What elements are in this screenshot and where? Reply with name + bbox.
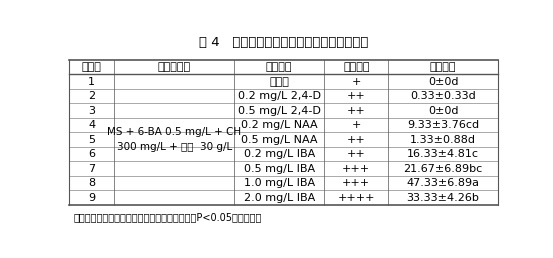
Text: 47.33±6.89a: 47.33±6.89a — [406, 178, 479, 188]
Text: ++: ++ — [347, 149, 366, 159]
Text: 7: 7 — [88, 164, 95, 174]
Text: 0.33±0.33d: 0.33±0.33d — [410, 91, 476, 101]
Text: 表 4   不同生长素类物质对细胞团膨大的影响: 表 4 不同生长素类物质对细胞团膨大的影响 — [199, 36, 368, 49]
Text: 5: 5 — [88, 134, 95, 144]
Text: 0.2 mg/L NAA: 0.2 mg/L NAA — [241, 120, 317, 130]
Text: 生长素类: 生长素类 — [266, 62, 293, 72]
Text: 9.33±3.76cd: 9.33±3.76cd — [407, 120, 479, 130]
Text: 0.5 mg/L IBA: 0.5 mg/L IBA — [243, 164, 315, 174]
Text: 21.67±6.89bc: 21.67±6.89bc — [404, 164, 483, 174]
Text: 0±0d: 0±0d — [428, 106, 458, 116]
Text: 16.33±4.81c: 16.33±4.81c — [407, 149, 479, 159]
Text: 2: 2 — [88, 91, 95, 101]
Text: 33.33±4.26b: 33.33±4.26b — [406, 192, 479, 203]
Text: 1: 1 — [88, 77, 95, 86]
Text: 3: 3 — [88, 106, 95, 116]
Text: ++: ++ — [347, 134, 366, 144]
Text: ++: ++ — [347, 106, 366, 116]
Text: +++: +++ — [342, 178, 371, 188]
Text: 细胞团数: 细胞团数 — [430, 62, 456, 72]
Text: ++++: ++++ — [337, 192, 375, 203]
Text: 注：表中不同小写字母表示两者具有显著差异（P<0.05）。下同。: 注：表中不同小写字母表示两者具有显著差异（P<0.05）。下同。 — [74, 212, 262, 222]
Text: ++: ++ — [347, 91, 366, 101]
Text: 8: 8 — [88, 178, 95, 188]
Text: +: + — [352, 77, 361, 86]
Text: +++: +++ — [342, 164, 371, 174]
Text: 2.0 mg/L IBA: 2.0 mg/L IBA — [243, 192, 315, 203]
Text: 0±0d: 0±0d — [428, 77, 458, 86]
Text: 0.5 mg/L NAA: 0.5 mg/L NAA — [241, 134, 317, 144]
Text: +: + — [352, 120, 361, 130]
Text: 0.2 mg/L IBA: 0.2 mg/L IBA — [243, 149, 315, 159]
Text: 4: 4 — [88, 120, 95, 130]
Text: 基本培养基: 基本培养基 — [158, 62, 191, 72]
Text: 1.0 mg/L IBA: 1.0 mg/L IBA — [243, 178, 315, 188]
Text: 增殖效果: 增殖效果 — [343, 62, 369, 72]
Text: 0.5 mg/L 2,4-D: 0.5 mg/L 2,4-D — [238, 106, 321, 116]
Text: 9: 9 — [88, 192, 95, 203]
Text: MS + 6-BA 0.5 mg/L + CH
300 mg/L + 蔗糖  30 g/L: MS + 6-BA 0.5 mg/L + CH 300 mg/L + 蔗糖 30… — [107, 127, 241, 152]
Text: 6: 6 — [88, 149, 95, 159]
Text: 不添加: 不添加 — [269, 77, 289, 86]
Text: 处理号: 处理号 — [82, 62, 102, 72]
Text: 0.2 mg/L 2,4-D: 0.2 mg/L 2,4-D — [238, 91, 321, 101]
Text: 1.33±0.88d: 1.33±0.88d — [410, 134, 476, 144]
